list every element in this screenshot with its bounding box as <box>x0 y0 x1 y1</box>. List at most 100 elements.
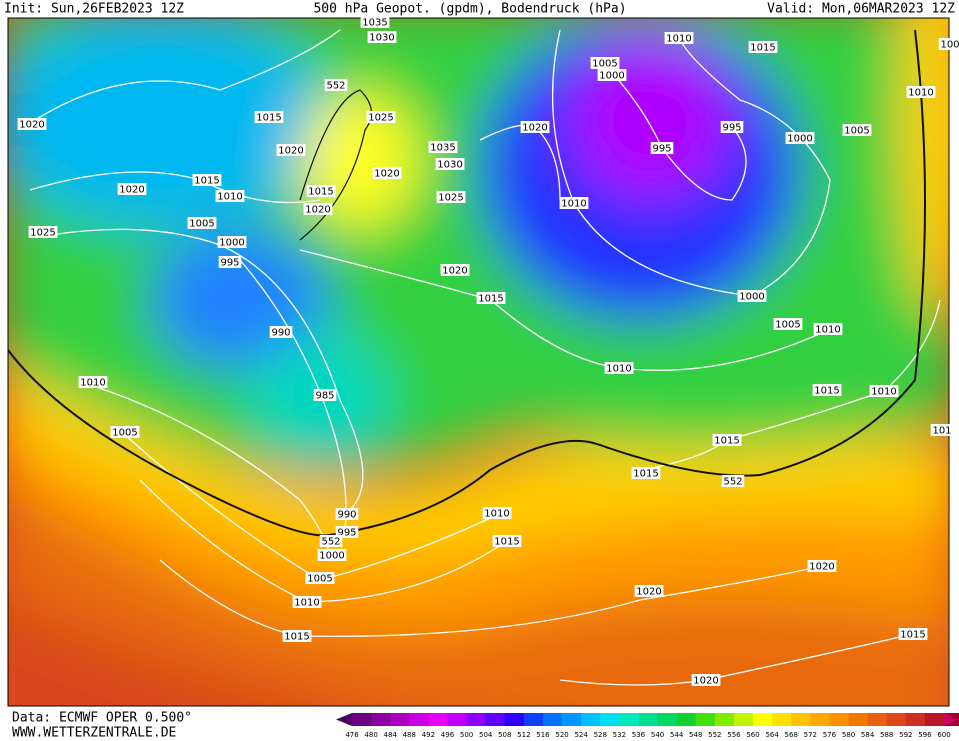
isobar-label-bg <box>604 362 634 374</box>
isobar-label-bg <box>631 467 661 479</box>
colorbar-label: 516 <box>536 731 550 739</box>
isobar-label: 1025 <box>368 113 393 124</box>
isobar-label-bg <box>335 508 359 520</box>
isobar-label-bg <box>78 376 108 388</box>
isobar-label-bg <box>28 226 58 238</box>
isobar-label-bg <box>440 264 470 276</box>
isobar-label-bg <box>721 475 745 487</box>
colorbar-swatch <box>428 713 448 726</box>
colorbar-label: 488 <box>403 731 416 739</box>
isobar-label-bg <box>773 318 803 330</box>
isobar-label-bg <box>476 292 506 304</box>
colorbar-swatch <box>791 713 811 726</box>
colorbar-swatch <box>867 713 888 726</box>
colorbar-label: 532 <box>613 731 626 739</box>
colorbar-arrow-left <box>336 713 352 726</box>
isobar-label-bg <box>292 596 322 608</box>
isobar-label: 1020 <box>119 185 144 196</box>
isobar-label: 1020 <box>19 120 44 131</box>
isobar-label-bg <box>482 507 512 519</box>
isobar-labels: 1035103010151010100510005521025102010151… <box>17 16 959 687</box>
isobar-label: 990 <box>337 510 356 521</box>
isobar-label: 1010 <box>871 387 896 398</box>
colorbar-label: 504 <box>479 731 493 739</box>
colorbar-swatch <box>523 713 544 726</box>
isobar-label: 1015 <box>750 43 775 54</box>
isobar-label-bg <box>269 326 293 338</box>
colorbar-swatch <box>924 713 945 726</box>
isobar-label-bg <box>360 16 390 28</box>
colorbar-label: 476 <box>345 731 359 739</box>
isobar-label: 985 <box>315 391 334 402</box>
colorbar-label: 548 <box>689 731 702 739</box>
isobar-label: 1005 <box>844 126 869 137</box>
isobar-label-bg <box>372 167 402 179</box>
isobar-label-bg <box>559 197 589 209</box>
colorbar-swatch <box>485 713 506 726</box>
isobar-label-bg <box>313 389 337 401</box>
isobar-label-bg <box>306 185 336 197</box>
colorbar-label: 556 <box>727 731 741 739</box>
colorbar-swatch <box>600 713 620 726</box>
colorbar-label: 528 <box>594 731 607 739</box>
isobar-label-bg <box>492 535 522 547</box>
colorbar-swatch <box>638 713 659 726</box>
colorbar-swatch <box>581 713 601 726</box>
isobar-label: 1015 <box>284 632 309 643</box>
isobar-label-bg <box>428 141 458 153</box>
colorbar-swatch <box>619 713 639 726</box>
colorbar-swatch <box>466 713 487 726</box>
isobar-label: 995 <box>722 123 741 134</box>
isobar-label: 1010 <box>294 598 319 609</box>
isobar-label: 1035 <box>430 143 455 154</box>
isobar-label-bg <box>366 111 396 123</box>
isobar-label-bg <box>869 385 899 397</box>
isobar-label: 1005 <box>592 59 617 70</box>
isobar-label: 1005 <box>307 574 332 585</box>
isobar-label: 1015 <box>478 294 503 305</box>
isobar-label: 1020 <box>522 123 547 134</box>
isobar-label: 1000 <box>319 551 344 562</box>
colorbar-swatch <box>657 713 678 726</box>
isobar-label: 1010 <box>217 192 242 203</box>
isobar-label-bg <box>276 144 306 156</box>
data-source: Data: ECMWF OPER 0.500° <box>12 711 192 726</box>
isobar-label: 990 <box>271 328 290 339</box>
isobar-label: 1025 <box>438 193 463 204</box>
colorbar-swatch <box>676 713 697 726</box>
isobar-label-bg <box>906 86 936 98</box>
isobar-label: 1015 <box>256 113 281 124</box>
colorbar-label: 496 <box>441 731 455 739</box>
isobar-label-bg <box>187 217 217 229</box>
colorbar-swatch <box>848 713 869 726</box>
colorbar-label: 520 <box>555 731 568 739</box>
colorbar-swatch <box>810 713 830 726</box>
isobar-label-bg <box>305 572 335 584</box>
isobar-label: 1010 <box>666 34 691 45</box>
isobar-label: 1020 <box>442 266 467 277</box>
colorbar-label: 596 <box>918 731 932 739</box>
isobar-label-bg <box>748 41 778 53</box>
isobar-label: 1020 <box>636 587 661 598</box>
colorbar-swatch <box>447 713 468 726</box>
isobar-label: 1000 <box>787 134 812 145</box>
colorbar-label: 484 <box>384 731 398 739</box>
isobar-label-bg <box>218 256 242 268</box>
colorbar-label: 572 <box>804 731 817 739</box>
isobar-label: 1000 <box>739 292 764 303</box>
colorbar-label: 492 <box>422 731 435 739</box>
isobar-label-bg <box>435 158 465 170</box>
colorbar-label: 576 <box>823 731 837 739</box>
isobar-label-bg <box>436 191 466 203</box>
isobar-label-bg <box>303 203 333 215</box>
colorbar-label: 564 <box>765 731 779 739</box>
isobar-label: 1010 <box>606 364 631 375</box>
colorbar-label: 584 <box>861 731 875 739</box>
chart-title: 500 hPa Geopot. (gpdm), Bodendruck (hPa) <box>313 2 626 17</box>
colorbar-label: 600 <box>937 731 950 739</box>
init-time: Init: Sun,26FEB2023 12Z <box>4 2 184 17</box>
colorbar-label: 592 <box>899 731 912 739</box>
colorbar-label: 536 <box>632 731 646 739</box>
isobar-label: 552 <box>326 81 345 92</box>
